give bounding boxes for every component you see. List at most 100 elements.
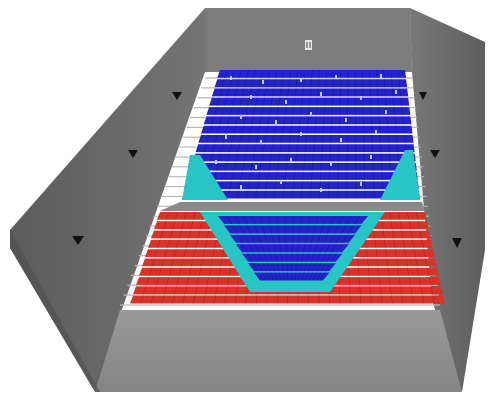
- seat-divider: [246, 69, 249, 78]
- seat-divider: [182, 295, 185, 304]
- seat-divider: [165, 211, 170, 220]
- seat-divider: [398, 277, 401, 285]
- seat-divider: [250, 234, 256, 243]
- seat-divider: [389, 162, 391, 171]
- seat-divider: [340, 225, 347, 234]
- seat-divider: [261, 225, 266, 234]
- seat-divider: [282, 125, 284, 134]
- seat-divider: [211, 116, 215, 125]
- seat-divider: [329, 234, 335, 243]
- seat-divider: [399, 88, 401, 97]
- seat-divider: [397, 267, 400, 276]
- seat-divider: [208, 125, 212, 134]
- seat-divider: [403, 125, 405, 134]
- seat-divider: [174, 211, 178, 220]
- seat-marker: [225, 135, 227, 139]
- seat-divider: [242, 215, 248, 225]
- seat-divider: [293, 172, 296, 180]
- seat-divider: [279, 144, 282, 153]
- seat-divider: [289, 69, 292, 78]
- seat-marker: [320, 188, 322, 192]
- seat-divider: [275, 69, 278, 78]
- seat-divider: [400, 286, 402, 295]
- seat-divider: [214, 134, 218, 143]
- seat-divider: [297, 134, 299, 143]
- seat-divider: [233, 162, 237, 171]
- seat-divider: [199, 221, 203, 230]
- seat-divider: [314, 244, 318, 253]
- seat-divider: [249, 172, 252, 180]
- seat-divider: [262, 144, 265, 153]
- seat-divider: [399, 221, 402, 230]
- seat-divider: [313, 144, 315, 153]
- seat-divider: [295, 79, 298, 88]
- seat-divider: [243, 116, 246, 125]
- seat-divider: [305, 134, 308, 143]
- seat-divider: [259, 116, 262, 125]
- floor: [95, 310, 462, 392]
- seat-divider: [392, 88, 394, 97]
- seat-divider: [327, 225, 332, 234]
- seat-divider: [430, 286, 433, 295]
- seat-divider: [218, 267, 221, 276]
- seat-divider: [321, 144, 323, 153]
- seat-divider: [308, 97, 311, 106]
- seat-divider: [188, 267, 192, 276]
- seat-divider: [154, 249, 158, 258]
- seat-divider: [224, 69, 228, 78]
- seat-divider: [383, 69, 385, 78]
- seat-divider: [172, 221, 176, 230]
- seat-divider: [310, 234, 314, 243]
- seat-divider: [183, 211, 187, 220]
- seat-divider: [251, 215, 255, 225]
- seat-divider: [150, 295, 154, 304]
- seat-marker: [280, 180, 282, 184]
- seat-divider: [316, 253, 321, 262]
- seat-divider: [226, 88, 230, 97]
- seat-divider: [283, 272, 285, 281]
- seat-divider: [272, 134, 275, 143]
- seat-divider: [239, 134, 242, 143]
- seat-divider: [319, 244, 324, 253]
- seat-divider: [290, 125, 292, 134]
- seat-divider: [296, 253, 299, 262]
- seat-marker: [320, 92, 322, 96]
- seat-divider: [252, 262, 259, 272]
- seat-divider: [387, 125, 389, 134]
- seat-divider: [369, 286, 371, 295]
- seat-divider: [295, 153, 297, 162]
- seat-divider: [255, 97, 258, 106]
- seat-divider: [280, 253, 283, 262]
- seat-divider: [417, 267, 420, 276]
- seat-divider: [257, 234, 262, 243]
- seat-divider: [184, 286, 188, 295]
- seat-divider: [411, 295, 414, 304]
- seat-divider: [236, 79, 240, 88]
- seat-divider: [262, 97, 266, 106]
- seat-divider: [267, 116, 270, 125]
- seat-divider: [311, 162, 314, 171]
- seat-divider: [148, 267, 153, 276]
- seat-row: [203, 116, 412, 125]
- seat-divider: [380, 295, 383, 304]
- seat-divider: [171, 295, 175, 304]
- seat-divider: [274, 272, 278, 281]
- seat-divider: [395, 125, 397, 134]
- seat-divider: [304, 144, 307, 153]
- seat-divider: [173, 249, 177, 258]
- seat-divider: [269, 253, 273, 262]
- seat-divider: [243, 234, 249, 243]
- seat-divider: [378, 277, 381, 285]
- seat-marker: [300, 132, 302, 136]
- seat-divider: [161, 258, 165, 267]
- seat-divider: [311, 253, 315, 262]
- seat-row: [195, 144, 415, 153]
- seat-divider: [428, 277, 432, 285]
- seat-divider: [359, 286, 361, 295]
- seat-divider: [303, 153, 306, 162]
- seat-divider: [248, 244, 254, 253]
- seat-divider: [237, 277, 240, 285]
- seat-divider: [236, 190, 240, 199]
- seat-divider: [227, 277, 230, 285]
- seat-divider: [432, 295, 435, 304]
